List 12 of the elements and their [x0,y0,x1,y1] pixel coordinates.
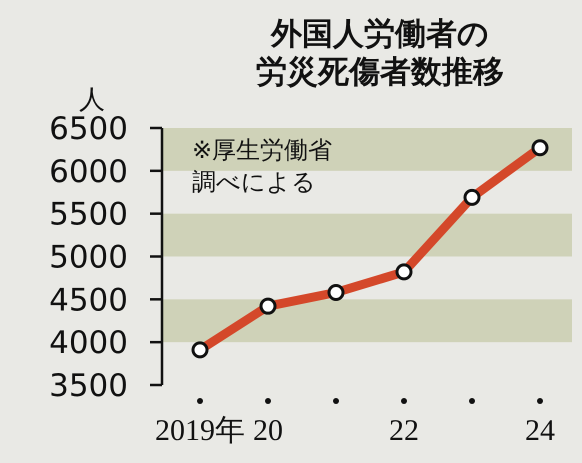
annotation: ※厚生労働省調べによる [192,136,332,196]
ytick: 5000 [49,240,128,276]
ytick: 5500 [49,196,128,233]
xtick-label: 20 [253,414,283,447]
ytick: 4000 [49,325,128,362]
ytick: 4500 [49,282,128,318]
ytick: 6000 [49,154,128,190]
xtick-label: 22 [389,414,419,447]
xtick-label: 2019年 [155,414,245,447]
title: 外国人労働者の労災死傷者数推移 [256,16,504,90]
xtick-label: 24 [525,414,555,447]
ytick: 3500 [49,368,128,404]
